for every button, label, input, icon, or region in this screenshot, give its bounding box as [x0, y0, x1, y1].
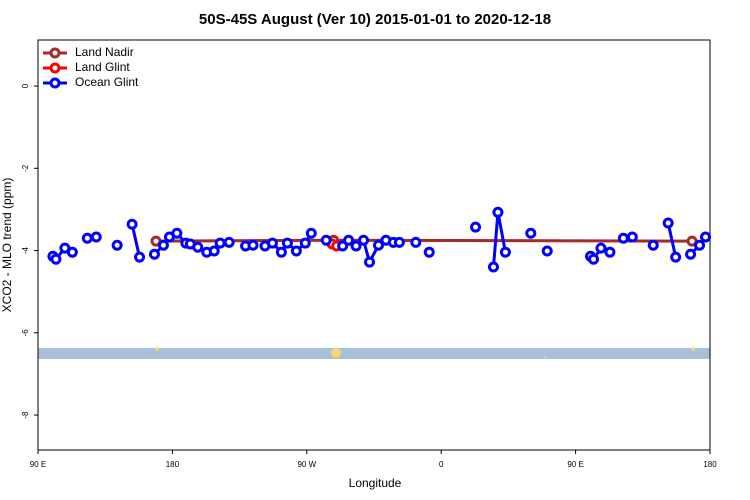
series-line: [155, 238, 693, 243]
legend-label: Ocean Glint: [75, 75, 139, 89]
point: [525, 227, 537, 239]
point: [423, 246, 435, 258]
point: [358, 234, 370, 246]
y-tick-label: -4: [21, 246, 30, 254]
point: [662, 217, 674, 229]
legend-marker: [49, 77, 61, 89]
point: [148, 248, 160, 260]
point: [694, 239, 706, 251]
land-dots: [155, 347, 695, 358]
point: [499, 246, 511, 258]
chart-title: 50S-45S August (Ver 10) 2015-01-01 to 20…: [199, 11, 551, 28]
legend-marker: [49, 47, 61, 59]
point: [266, 237, 278, 249]
point: [247, 239, 259, 251]
x-tick-label: 180: [166, 460, 180, 469]
point: [364, 256, 376, 268]
point: [299, 237, 311, 249]
point: [66, 246, 78, 258]
legend-label: Land Nadir: [75, 45, 134, 59]
x-tick-label: 180: [703, 460, 717, 469]
point: [626, 231, 638, 243]
point: [305, 227, 317, 239]
point: [343, 234, 355, 246]
point: [208, 245, 220, 257]
y-tick-label: -6: [21, 329, 30, 337]
point: [111, 239, 123, 251]
point: [192, 241, 204, 253]
point: [372, 239, 384, 251]
point: [320, 234, 332, 246]
point: [393, 236, 405, 248]
point: [281, 237, 293, 249]
point: [275, 246, 287, 258]
legend-label: Land Glint: [75, 60, 130, 74]
point: [50, 253, 62, 265]
legend-marker: [49, 62, 61, 74]
point: [157, 239, 169, 251]
point: [617, 232, 629, 244]
x-tick-label: 90 W: [297, 460, 316, 469]
y-tick-label: 0: [21, 83, 30, 88]
point: [595, 242, 607, 254]
point: [171, 227, 183, 239]
point: [700, 231, 712, 243]
x-tick-label: 0: [439, 460, 444, 469]
y-tick-label: -8: [21, 411, 30, 419]
point: [90, 231, 102, 243]
point: [410, 236, 422, 248]
x-axis-label: Longitude: [349, 476, 402, 490]
point: [290, 245, 302, 257]
point: [350, 240, 362, 252]
point: [541, 245, 553, 257]
plot-frame: [37, 39, 711, 451]
point: [223, 236, 235, 248]
point: [487, 261, 499, 273]
point: [492, 206, 504, 218]
point: [470, 221, 482, 233]
x-tick-label: 90 E: [567, 460, 583, 469]
y-tick-label: -2: [21, 164, 30, 172]
map-strip: [38, 348, 710, 359]
point: [604, 246, 616, 258]
point: [81, 232, 93, 244]
point: [685, 248, 697, 260]
x-tick-label: 90 E: [30, 460, 46, 469]
point: [134, 251, 146, 263]
y-axis-label: XCO2 - MLO trend (ppm): [0, 178, 14, 313]
point: [126, 218, 138, 230]
point: [647, 239, 659, 251]
point: [588, 253, 600, 265]
point: [670, 251, 682, 263]
point: [214, 237, 226, 249]
